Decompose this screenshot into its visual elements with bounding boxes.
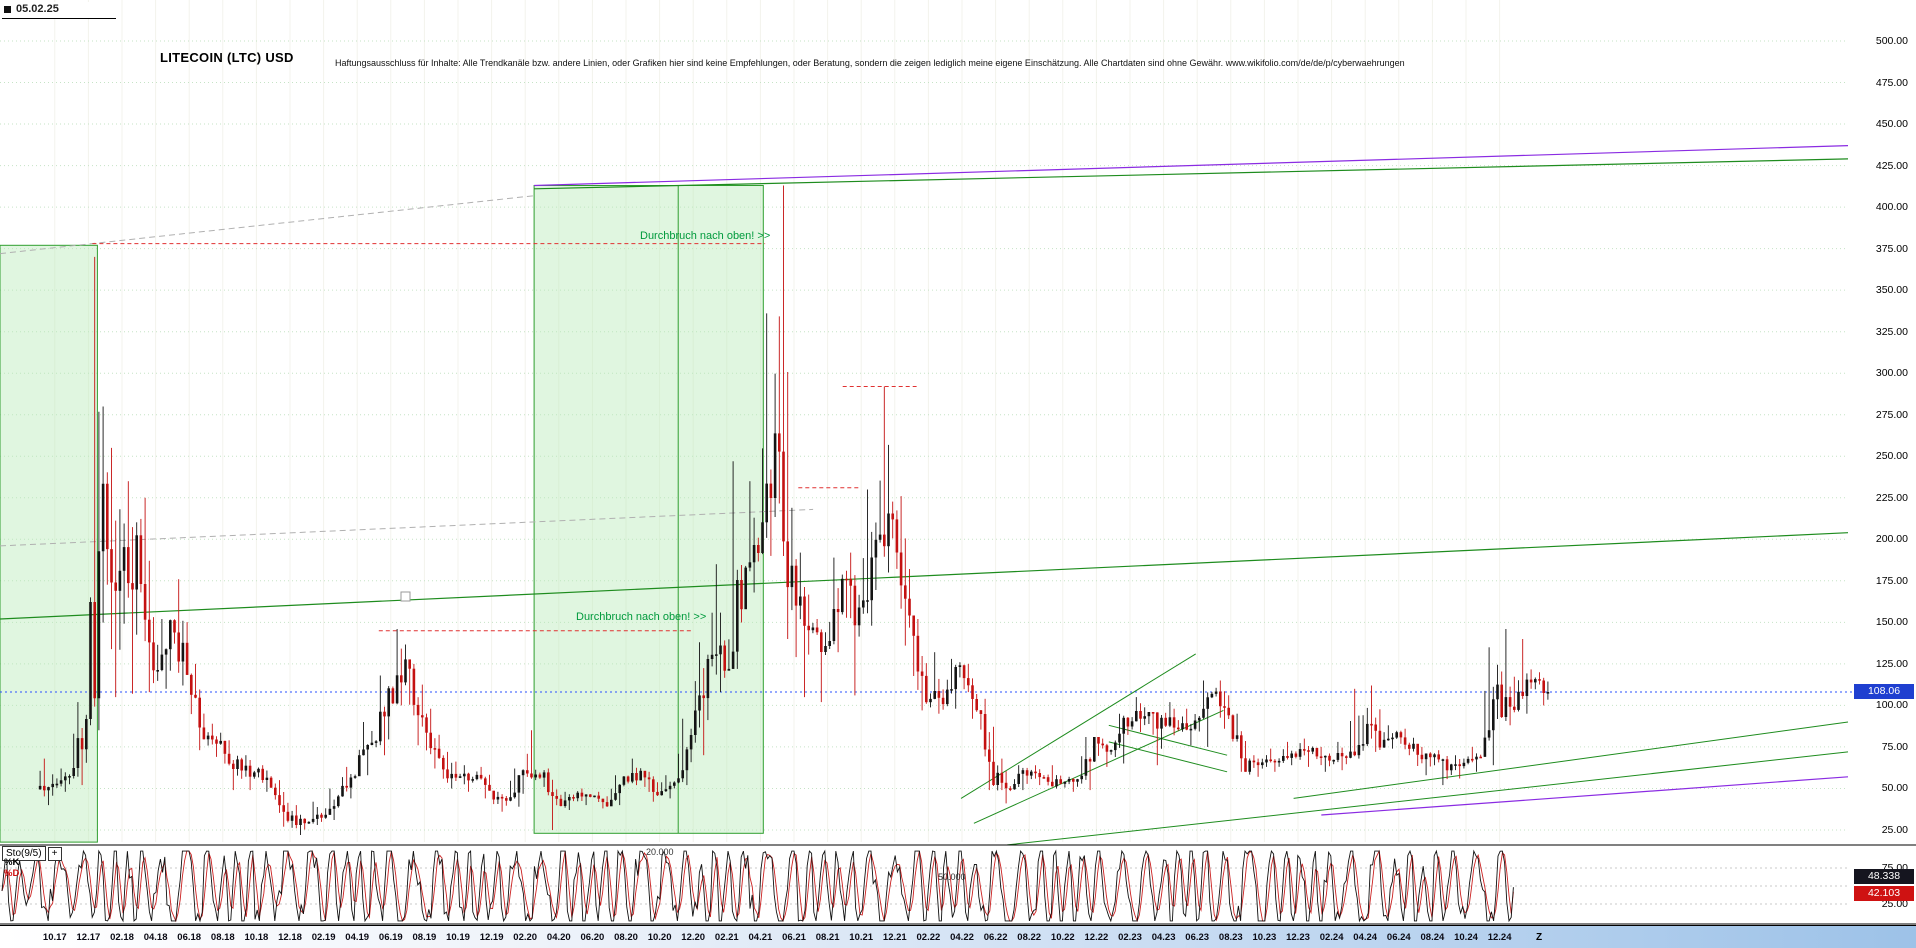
time-axis[interactable]: 10.17 12.17 02.18 04.18 06.18 08.18 10.18 12.18… xyxy=(0,925,1916,948)
date-tick-label: 08.22 xyxy=(1017,932,1042,943)
date-tick-label: 02.19 xyxy=(311,932,336,943)
date-tick-label: 10.18 xyxy=(244,932,269,943)
date-marker-icon xyxy=(4,5,11,13)
price-axis[interactable]: 500.00 475.00 450.00 425.00 400.00 375.00 350.… xyxy=(1850,0,1916,948)
date-tick-label: 04.18 xyxy=(143,932,168,943)
stochastic-aux-label-50: 50.000 xyxy=(938,872,966,882)
price-tick-label: 500.00 xyxy=(1875,35,1908,47)
date-tick-label: 08.19 xyxy=(412,932,437,943)
indicator-header: Sto(9/5) + xyxy=(2,846,62,861)
stochastic-d-label: %D xyxy=(4,868,20,879)
price-tick-label: 275.00 xyxy=(1875,408,1908,421)
date-tick-label: 12.17 xyxy=(76,932,101,943)
date-tick-label: 12.24 xyxy=(1487,932,1512,943)
date-tick-label: 02.21 xyxy=(714,932,739,943)
annotation-breakout-upper: Durchbruch nach oben! >> xyxy=(640,230,771,242)
disclaimer-text: Haftungsausschluss für Inhalte: Alle Tre… xyxy=(335,58,1405,68)
date-tick-label: 12.19 xyxy=(479,932,504,943)
annotation-breakout-lower: Durchbruch nach oben! >> xyxy=(576,611,707,623)
date-tick-label: 06.21 xyxy=(782,932,806,943)
date-tick-label: 08.21 xyxy=(815,932,840,943)
date-tick-label: 12.22 xyxy=(1084,932,1109,943)
stochastic-k-value-badge: 48.338 xyxy=(1854,869,1914,884)
date-tick-label: 06.22 xyxy=(983,932,1008,943)
date-tick-label: 12.23 xyxy=(1286,932,1310,943)
date-tick-label: 12.21 xyxy=(882,932,907,943)
chart-date: 05.02.25 xyxy=(16,3,59,15)
date-tick-label: 10.23 xyxy=(1252,932,1277,943)
date-tick-label: 10.19 xyxy=(446,932,470,943)
stochastic-d-value-badge: 42.103 xyxy=(1854,886,1914,901)
date-tick-label: 02.20 xyxy=(513,932,538,943)
date-tick-label: 06.19 xyxy=(378,932,403,943)
date-tick-label: 06.18 xyxy=(177,932,202,943)
stochastic-lower-level-label: 25.00 xyxy=(1881,898,1908,910)
indicator-add-button[interactable]: + xyxy=(47,846,62,861)
date-tick-label: 04.19 xyxy=(345,932,370,943)
price-tick-label: 350.00 xyxy=(1875,284,1908,297)
date-tick-label: 02.24 xyxy=(1319,932,1344,943)
price-tick-label: 425.00 xyxy=(1875,159,1908,172)
price-tick-label: 375.00 xyxy=(1875,242,1908,255)
price-tick-label: 200.00 xyxy=(1875,533,1908,546)
price-tick-label: 25.00 xyxy=(1881,823,1908,836)
date-tick-label: 04.22 xyxy=(950,932,974,943)
date-tick-label: 06.24 xyxy=(1386,932,1411,943)
price-tick-label: 250.00 xyxy=(1875,450,1908,463)
current-price-badge: 108.06 xyxy=(1854,684,1914,699)
date-tick-label: 08.20 xyxy=(614,932,638,943)
stochastic-k-label: %K xyxy=(4,857,20,868)
date-tick-label: 02.18 xyxy=(110,932,134,943)
date-tick-label: 06.20 xyxy=(580,932,605,943)
price-tick-label: 475.00 xyxy=(1875,76,1908,89)
timezone-label: Z xyxy=(1536,932,1543,943)
price-tick-label: 150.00 xyxy=(1875,616,1908,629)
date-tick-label: 10.24 xyxy=(1454,932,1478,943)
chart-date-label: 05.02.25 xyxy=(2,2,116,19)
price-tick-label: 50.00 xyxy=(1881,782,1908,795)
date-tick-label: 10.21 xyxy=(849,932,874,943)
date-tick-label: 02.23 xyxy=(1118,932,1142,943)
date-tick-label: 10.22 xyxy=(1050,932,1075,943)
date-tick-label: 04.23 xyxy=(1151,932,1176,943)
date-tick-label: 12.20 xyxy=(681,932,706,943)
date-tick-label: 10.17 xyxy=(42,932,67,943)
date-tick-label: 02.22 xyxy=(916,932,941,943)
date-tick-label: 04.24 xyxy=(1353,932,1378,943)
date-tick-label: 08.18 xyxy=(210,932,235,943)
price-tick-label: 175.00 xyxy=(1875,574,1908,587)
date-tick-label: 06.23 xyxy=(1185,932,1210,943)
chart-title: LITECOIN (LTC) USD xyxy=(160,50,294,65)
price-tick-label: 300.00 xyxy=(1875,367,1908,380)
stochastic-aux-label-20: 20.000 xyxy=(646,847,674,857)
date-tick-label: 08.24 xyxy=(1420,932,1445,943)
date-tick-label: 04.21 xyxy=(748,932,773,943)
date-tick-label: 04.20 xyxy=(546,932,571,943)
price-tick-label: 325.00 xyxy=(1875,325,1908,338)
price-tick-label: 450.00 xyxy=(1875,118,1908,131)
date-tick-label: 10.20 xyxy=(647,932,672,943)
price-tick-label: 100.00 xyxy=(1875,699,1908,712)
date-tick-label: 08.23 xyxy=(1218,932,1243,943)
price-tick-label: 400.00 xyxy=(1875,201,1908,214)
date-tick-label: 12.18 xyxy=(278,932,302,943)
price-tick-label: 225.00 xyxy=(1875,491,1908,504)
indicator-name-button[interactable]: Sto(9/5) xyxy=(2,846,46,861)
price-tick-label: 75.00 xyxy=(1881,740,1908,753)
price-tick-label: 125.00 xyxy=(1875,657,1908,670)
